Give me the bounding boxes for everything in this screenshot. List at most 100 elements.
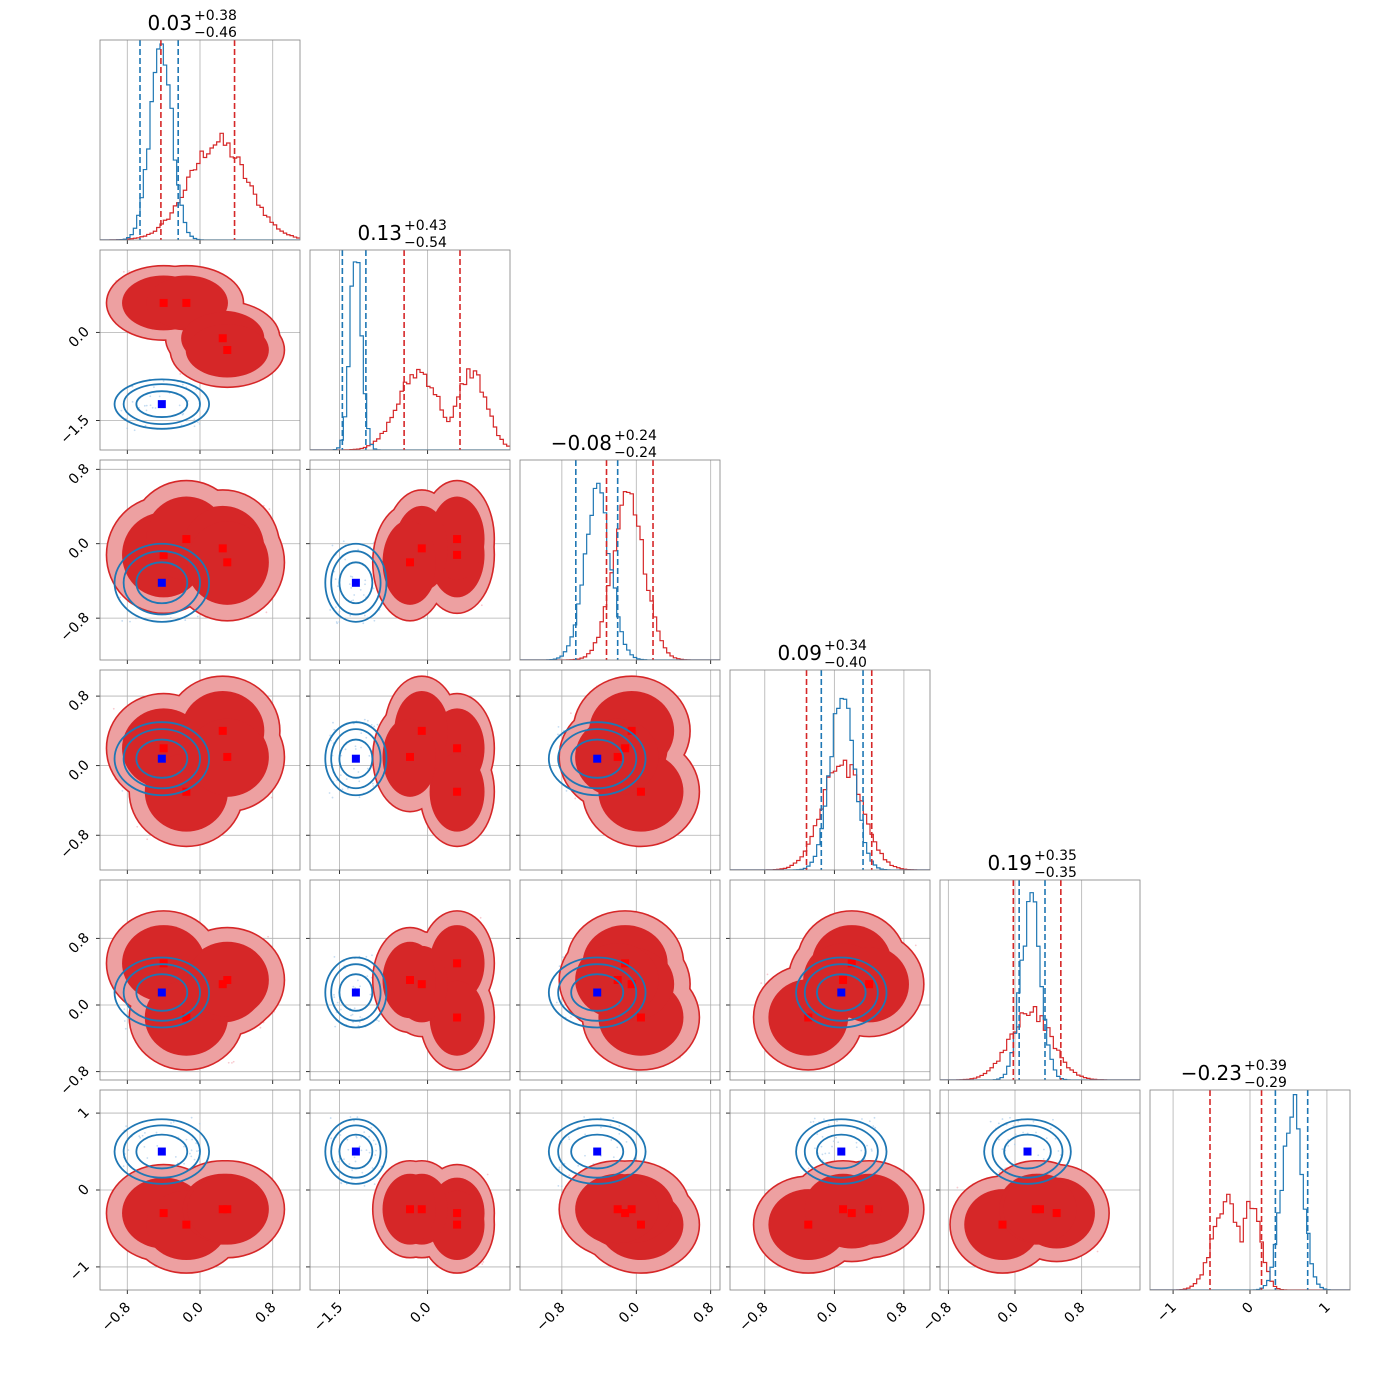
sample-point-blue [333,993,335,996]
sample-point-blue [1001,1118,1004,1120]
sample-point-blue [866,1144,868,1147]
sample-point-blue [329,609,332,611]
sample-point-blue [365,736,368,739]
red-truth-marker [159,550,168,559]
blue-contours [983,1118,1072,1185]
panel-3-0: 0.8 0.0 −0.8 [57,669,301,874]
sample-point-blue [135,617,137,620]
panel-title: −0.08 +0.24−0.24 [551,428,657,461]
sample-point-blue [153,386,155,389]
sample-point-blue [369,993,372,996]
blue-contour [795,1118,888,1185]
sample-point-blue [333,956,336,958]
y-tick-label: 0 [75,1182,93,1200]
title-plus: +0.35 [1034,848,1077,864]
panel-frame [309,879,511,1081]
red-truth-marker [218,544,227,553]
panel-title: 0.13 +0.43−0.54 [357,218,447,251]
red-truth-marker [621,744,630,753]
blue-contour [816,1133,867,1170]
sample-point-blue [188,1152,191,1155]
histogram-red [310,368,510,450]
sample-point-blue [337,1160,340,1163]
blue-truth-marker [157,754,166,763]
histogram-blue [730,697,930,870]
sample-point-blue [196,1150,198,1152]
title-plus: +0.38 [194,8,237,24]
blue-contour [795,956,888,1029]
x-tick-label: 0.0 [180,1300,207,1327]
sample-point-blue [612,1156,615,1159]
sample-point-blue [184,619,187,622]
sample-point-blue [814,1147,816,1150]
sample-point-blue [374,1154,377,1156]
sample-point-blue [372,785,375,787]
sample-point-blue [348,1163,351,1165]
x-tick-label: −0.8 [99,1300,134,1335]
sample-point-blue [371,954,373,957]
red-truth-marker [453,959,462,968]
sample-point-blue [335,606,337,609]
sample-point-blue [353,1156,356,1159]
blue-contour [135,973,189,1012]
red-truth-marker [417,544,426,553]
sample-point-blue [154,407,157,409]
blue-contour [547,1118,647,1185]
sample-point-blue [333,996,336,999]
sample-point-red [480,604,483,607]
sample-point-blue [339,1008,342,1011]
blue-contour [122,383,201,426]
sample-point-blue [376,723,379,726]
blue-truth-marker [593,754,602,763]
x-tick-label: 0 [1239,1300,1257,1318]
sample-point-blue [347,787,349,790]
sample-point-blue [141,1134,144,1137]
sample-point-blue [333,570,336,573]
sample-point-blue [361,1171,364,1174]
red-truth-marker [406,558,414,567]
red-truth-marker [182,535,191,544]
sample-point-blue [123,1008,126,1011]
panel-title: 0.09 +0.34−0.40 [777,638,867,671]
sample-point-blue [558,965,561,968]
sample-point-blue [353,1119,355,1122]
sample-point-blue [354,748,357,750]
title-plus: +0.39 [1244,1058,1287,1074]
sample-point-blue [349,575,352,578]
sample-point-red [482,1261,485,1263]
red-truth-marker [839,1205,848,1214]
sample-point-blue [345,778,348,780]
histogram-red [730,759,930,870]
red-truth-marker [406,976,414,984]
sample-point-blue [145,409,148,412]
panel-title: −0.23 +0.39−0.29 [1181,1058,1287,1091]
sample-point-blue [338,611,341,613]
sample-point-blue [346,1138,349,1141]
sample-point-blue [190,1149,193,1152]
sample-point-blue [837,1141,840,1144]
blue-contours [547,1118,647,1185]
blue-truth-marker [157,400,166,409]
blue-truth-marker [157,988,166,997]
sample-point-blue [350,1178,353,1181]
sample-point-blue [352,599,355,602]
sample-point-blue [178,404,181,407]
red-truth-marker [223,346,232,354]
sample-point-blue [352,985,355,988]
panel-frame [519,459,721,661]
sample-point-blue [366,767,369,770]
sample-point-blue [557,725,560,728]
blue-contour [324,1118,388,1185]
red-truth-marker [218,726,227,735]
panel-5-0: −0.8 0.0 0.8 1 0 −1 [67,1089,301,1335]
sample-point-blue [1001,1148,1004,1151]
sample-point-blue [343,1158,345,1161]
sample-point-red [479,916,482,919]
panel-5-5: −1 0 1 −0.23 +0.39−0.29 [1149,1058,1351,1325]
title-value: −0.23 [1181,1061,1242,1085]
red-truth-marker [417,980,426,989]
blue-contour [816,973,867,1012]
blue-truth-marker [157,578,166,587]
sample-point-blue [1052,1118,1054,1121]
sample-point-red [569,712,572,715]
